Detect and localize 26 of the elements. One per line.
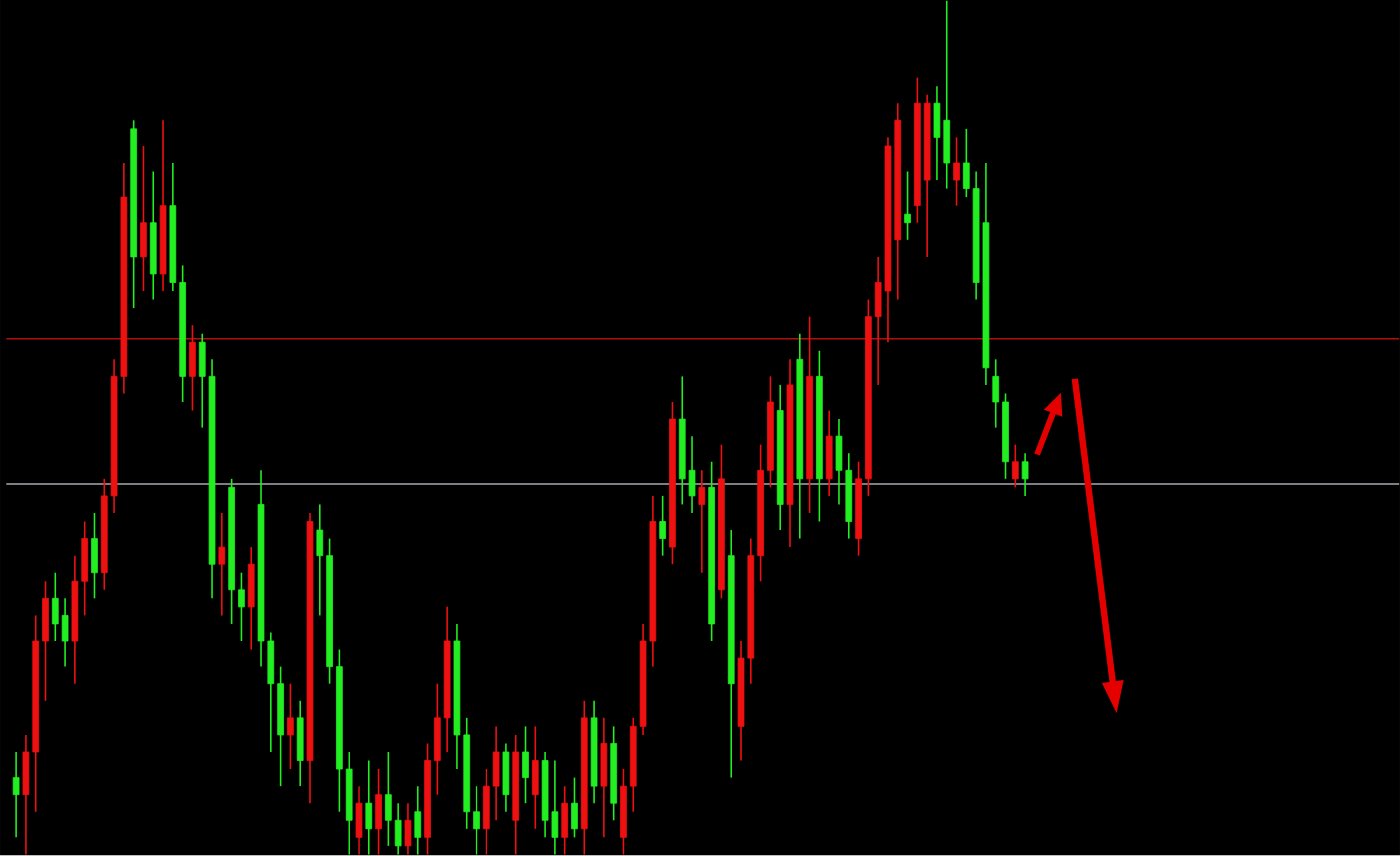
candlestick bbox=[365, 760, 373, 856]
candlestick bbox=[91, 512, 98, 600]
candlestick bbox=[218, 512, 226, 617]
candlestick bbox=[247, 546, 255, 651]
candlestick bbox=[904, 171, 911, 241]
candlestick bbox=[1021, 452, 1029, 498]
candlestick bbox=[296, 700, 304, 788]
candlestick bbox=[825, 410, 833, 498]
candlestick bbox=[12, 751, 20, 839]
candlestick bbox=[1011, 444, 1019, 489]
candlestick bbox=[404, 802, 412, 856]
candlestick bbox=[140, 145, 147, 293]
candlestick bbox=[287, 683, 294, 771]
candlestick bbox=[659, 495, 666, 557]
candlestick bbox=[561, 785, 569, 856]
candlestick bbox=[522, 725, 529, 805]
candlestick bbox=[953, 136, 960, 207]
candlestick bbox=[698, 469, 706, 574]
candlestick bbox=[189, 324, 196, 412]
candlestick bbox=[502, 743, 510, 813]
candlestick bbox=[355, 785, 363, 856]
candlestick bbox=[414, 785, 422, 856]
candlestick bbox=[375, 768, 382, 856]
candlestick bbox=[531, 725, 539, 830]
candlestick bbox=[600, 717, 608, 839]
candlestick bbox=[571, 777, 578, 839]
